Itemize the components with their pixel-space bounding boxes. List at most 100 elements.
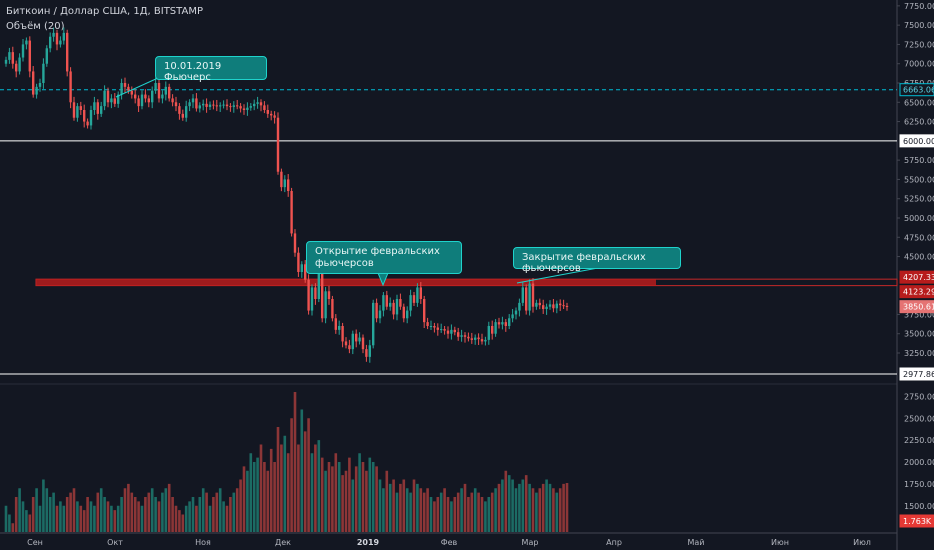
candle-body bbox=[511, 314, 514, 319]
price-badges: 6663.06 6000.00 2977.86 4207.33 4123.29 3850.… bbox=[899, 83, 934, 528]
volume-bar bbox=[147, 492, 151, 532]
candle-body bbox=[555, 303, 558, 309]
volume-bar bbox=[201, 488, 205, 532]
candle-body bbox=[484, 339, 487, 342]
candle-body bbox=[317, 272, 320, 299]
candle-body bbox=[463, 335, 467, 337]
candle-body bbox=[55, 32, 59, 45]
last-price-badge-box bbox=[899, 300, 934, 314]
volume-bar bbox=[198, 497, 202, 532]
volume-bar bbox=[297, 444, 300, 532]
volume-bar bbox=[8, 514, 11, 532]
price-tick-label: 4500.00 bbox=[904, 253, 934, 262]
candle-body bbox=[348, 345, 351, 350]
symbol-title: Биткоин / Доллар США, 1Д, BITSTAMP bbox=[6, 6, 203, 17]
price-axis[interactable]: 7750.007500.007250.007000.006750.006500.… bbox=[897, 2, 934, 358]
zone-fill bbox=[36, 279, 656, 286]
candle-body bbox=[457, 332, 460, 337]
volume-bar bbox=[484, 501, 487, 532]
volume-bar bbox=[541, 483, 545, 532]
volume-bar bbox=[552, 488, 555, 532]
callout-futures-date[interactable]: 10.01.2019 Фьючерс bbox=[155, 56, 267, 83]
candle-body bbox=[38, 83, 42, 87]
volume-bar bbox=[212, 497, 215, 532]
volume-bar bbox=[263, 462, 266, 532]
candle-body bbox=[518, 302, 521, 311]
level-badge-box bbox=[899, 367, 934, 381]
volume-bar bbox=[82, 510, 86, 532]
volume-bar bbox=[412, 479, 416, 532]
candle-body bbox=[334, 318, 337, 330]
volume-bar bbox=[290, 418, 293, 532]
time-tick-label: Июн bbox=[771, 538, 789, 547]
volume-bar bbox=[395, 492, 399, 532]
volume-bar bbox=[548, 483, 552, 532]
volume-bar bbox=[38, 505, 42, 532]
volume-bar bbox=[470, 492, 474, 532]
zone-bottom-badge: 4123.29 bbox=[903, 288, 934, 297]
volume-bar bbox=[140, 505, 144, 532]
candle-body bbox=[263, 105, 266, 110]
horizontal-levels[interactable] bbox=[0, 89, 897, 375]
volume-bar bbox=[314, 444, 317, 532]
volume-bar bbox=[528, 483, 531, 532]
zone-bottom-badge-box bbox=[899, 285, 934, 299]
time-tick-label: Май bbox=[687, 538, 704, 547]
volume-bar bbox=[110, 505, 113, 532]
candle-body bbox=[559, 303, 562, 306]
volume-bar bbox=[501, 479, 504, 532]
candle-body bbox=[487, 326, 490, 340]
volume-indicator-label[interactable]: Объём (20) bbox=[6, 21, 65, 32]
candle-body bbox=[249, 106, 252, 108]
candle-body bbox=[426, 322, 429, 326]
candle-body bbox=[467, 336, 470, 339]
volume-bar bbox=[371, 462, 375, 532]
candle-body bbox=[198, 105, 201, 109]
volume-bar bbox=[62, 505, 66, 532]
candle-body bbox=[157, 83, 161, 99]
volume-bar bbox=[446, 497, 450, 532]
callout-february-open[interactable]: Открытие февральских фьючерсов bbox=[306, 241, 462, 274]
volume-bar bbox=[436, 497, 440, 532]
callout-pointers bbox=[115, 77, 599, 287]
volume-bar bbox=[215, 492, 219, 532]
candle-body bbox=[361, 337, 365, 350]
candle-body bbox=[474, 337, 477, 340]
candle-body bbox=[399, 299, 402, 307]
volume-bar bbox=[300, 409, 304, 532]
candle-body bbox=[21, 44, 25, 58]
volume-bar bbox=[337, 462, 341, 532]
candle-body bbox=[552, 304, 555, 309]
last-volume-badge-box bbox=[899, 514, 934, 528]
volume-bar bbox=[531, 488, 535, 532]
volume-bar bbox=[127, 483, 130, 532]
resistance-zone[interactable] bbox=[35, 278, 898, 287]
volume-bar bbox=[443, 488, 446, 532]
candle-body bbox=[256, 102, 259, 104]
volume-bar bbox=[348, 457, 351, 532]
volume-bar bbox=[463, 483, 467, 532]
callout-futures-date-text: 10.01.2019 Фьючерс bbox=[164, 61, 222, 83]
volume-bar bbox=[473, 488, 477, 532]
candle-body bbox=[310, 287, 314, 311]
volume-bar bbox=[137, 501, 140, 532]
callout-february-close[interactable]: Закрытие февральских фьючерсов bbox=[513, 247, 681, 274]
volume-bar bbox=[399, 483, 402, 532]
candle-body bbox=[327, 291, 331, 299]
candle-body bbox=[470, 338, 473, 340]
candle-body bbox=[409, 295, 412, 311]
volume-bar bbox=[191, 497, 195, 532]
volume-bar bbox=[144, 497, 147, 532]
time-axis[interactable]: Сен Окт Ноя Дек 2019 Фев Мар Апр Май Июн Июл bbox=[27, 538, 871, 547]
volume-bar bbox=[184, 505, 188, 532]
candle-body bbox=[100, 106, 103, 114]
volume-axis: 2750.00 2500.00 2250.00 2000.00 1750.00 1500.… bbox=[904, 392, 934, 510]
candle-body bbox=[195, 98, 198, 109]
price-tick-label: 3500.00 bbox=[904, 330, 934, 339]
volume-bar bbox=[93, 505, 96, 532]
candle-body bbox=[355, 333, 358, 342]
candle-body bbox=[501, 322, 504, 325]
candle-body bbox=[253, 103, 256, 107]
